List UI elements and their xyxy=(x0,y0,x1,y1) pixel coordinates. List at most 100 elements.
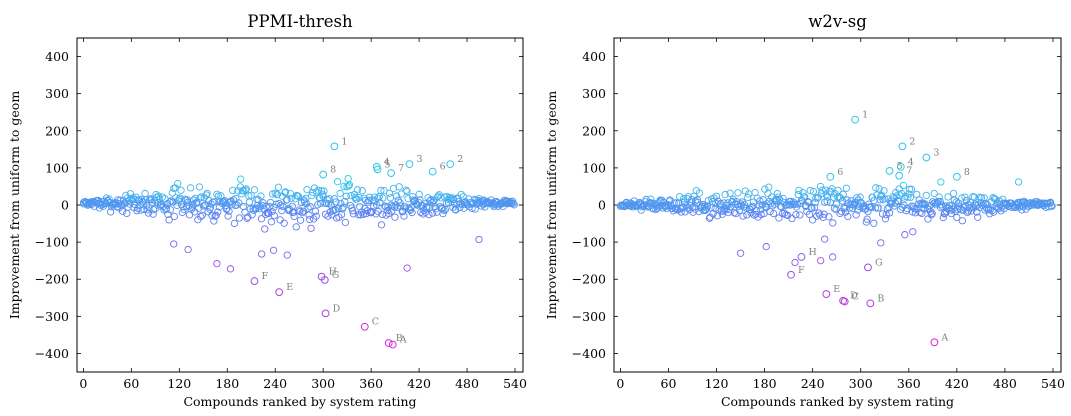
data-point xyxy=(164,210,172,219)
annotated-point xyxy=(384,339,393,347)
data-point xyxy=(146,195,154,203)
data-point xyxy=(311,207,320,215)
data-point xyxy=(991,195,1000,203)
data-point xyxy=(974,213,982,221)
y-tick-label: −100 xyxy=(35,235,69,250)
x-tick-label: 420 xyxy=(945,376,969,391)
x-tick-label: 0 xyxy=(79,376,87,391)
data-point xyxy=(679,194,688,203)
data-point xyxy=(962,196,971,205)
data-point xyxy=(273,190,282,199)
x-tick-label: 360 xyxy=(359,376,383,391)
data-point xyxy=(716,199,725,208)
data-point xyxy=(816,182,825,191)
annotated-point xyxy=(388,340,397,349)
data-point xyxy=(764,189,772,198)
annotated-point xyxy=(895,171,904,180)
data-point xyxy=(793,200,802,208)
data-point xyxy=(844,212,852,221)
data-point xyxy=(258,201,267,210)
data-point xyxy=(317,187,326,195)
data-point xyxy=(433,193,441,201)
data-point xyxy=(406,206,415,214)
data-point xyxy=(402,186,410,194)
outlier-point xyxy=(877,239,885,247)
point-annotation-label: 2 xyxy=(457,154,463,165)
point-annotation-label: 2 xyxy=(909,136,915,147)
data-point xyxy=(928,209,936,217)
x-tick-label: 240 xyxy=(801,376,825,391)
chart-title: PPMI-thresh xyxy=(247,12,353,31)
data-point xyxy=(312,212,320,220)
data-point xyxy=(327,201,335,210)
data-point xyxy=(415,190,423,198)
data-point xyxy=(403,187,411,196)
data-point xyxy=(283,196,291,204)
data-point xyxy=(148,199,156,207)
data-point xyxy=(345,181,354,189)
data-point xyxy=(705,214,714,222)
x-tick-label: 180 xyxy=(215,376,239,391)
x-tick-label: 480 xyxy=(993,376,1017,391)
data-point xyxy=(333,178,342,186)
data-point xyxy=(377,186,385,195)
data-point xyxy=(749,198,757,206)
data-point xyxy=(166,206,174,214)
data-point xyxy=(118,207,127,215)
data-point xyxy=(113,203,121,211)
data-point xyxy=(348,207,357,215)
data-point xyxy=(712,199,720,208)
data-point xyxy=(144,209,153,217)
data-point xyxy=(194,204,203,212)
point-annotation-label: 5 xyxy=(385,159,391,170)
data-point xyxy=(212,211,220,219)
point-annotation-label: E xyxy=(286,282,293,293)
data-point xyxy=(305,215,314,224)
data-point xyxy=(276,216,284,224)
data-point xyxy=(439,209,447,218)
data-point xyxy=(871,204,879,212)
data-point xyxy=(404,195,412,203)
point-annotation-label: G xyxy=(332,270,340,281)
data-point xyxy=(149,206,158,214)
data-point xyxy=(841,204,849,213)
data-point xyxy=(213,190,221,198)
data-point xyxy=(268,207,276,216)
data-point xyxy=(377,221,386,229)
annotated-point xyxy=(317,272,326,281)
x-tick-label: 60 xyxy=(123,376,139,391)
data-point xyxy=(926,208,935,216)
data-point xyxy=(963,208,971,217)
data-point xyxy=(788,214,796,223)
annotated-point xyxy=(896,162,905,171)
data-point xyxy=(237,175,245,183)
point-annotation-label: 4 xyxy=(384,157,390,168)
data-point xyxy=(949,189,958,198)
x-tick-label: 240 xyxy=(263,376,287,391)
data-point xyxy=(393,192,401,200)
data-point xyxy=(142,196,150,204)
outlier-point xyxy=(937,178,945,186)
data-point xyxy=(340,182,348,191)
data-point xyxy=(245,198,254,206)
data-point xyxy=(872,184,880,192)
data-point xyxy=(757,210,765,219)
data-point xyxy=(242,185,250,193)
data-point xyxy=(769,209,778,218)
data-point xyxy=(848,204,857,213)
data-point xyxy=(832,200,841,208)
data-point xyxy=(400,212,408,220)
point-annotation-label: F xyxy=(798,265,805,276)
data-point xyxy=(199,202,208,210)
y-tick-label: −100 xyxy=(572,235,606,250)
point-annotation-label: F xyxy=(261,271,268,282)
data-point xyxy=(1018,198,1027,207)
data-point xyxy=(438,205,446,213)
data-point xyxy=(170,212,178,221)
data-point xyxy=(958,217,967,225)
data-point xyxy=(270,211,278,220)
plot-frame xyxy=(76,37,524,373)
data-point xyxy=(444,199,453,207)
data-point xyxy=(428,209,437,217)
